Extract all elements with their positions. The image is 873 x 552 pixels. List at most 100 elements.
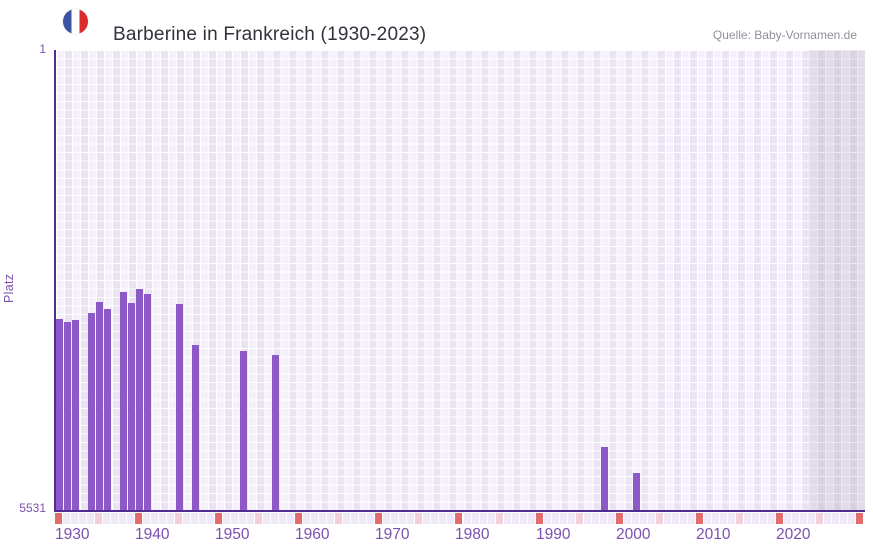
strip-cell-1994	[568, 513, 575, 524]
strip-cell-1959	[287, 513, 294, 524]
strip-cell-2002	[632, 513, 639, 524]
strip-cell-1945	[175, 513, 182, 524]
future-shade-region	[809, 50, 865, 510]
x-tick-1980: 1980	[455, 526, 490, 543]
x-tick-2020: 2020	[776, 526, 811, 543]
bar-1940[interactable]	[136, 289, 143, 510]
strip-cell-1976	[423, 513, 430, 524]
strip-cell-1961	[303, 513, 310, 524]
strip-cell-1996	[584, 513, 591, 524]
strip-cell-1970	[375, 513, 382, 524]
strip-cell-2017	[752, 513, 759, 524]
strip-cell-2006	[664, 513, 671, 524]
x-tick-1970: 1970	[375, 526, 410, 543]
strip-cell-1979	[447, 513, 454, 524]
strip-cell-2030	[856, 513, 863, 524]
bar-1934[interactable]	[88, 313, 95, 510]
strip-cell-1967	[351, 513, 358, 524]
strip-cell-1963	[319, 513, 326, 524]
bar-1947[interactable]	[192, 345, 199, 510]
x-axis-labels: 1930 1940 1950 1960 1970 1980 1990 2000 2010 2020	[0, 526, 873, 546]
plot-grid	[54, 50, 865, 512]
strip-cell-1999	[608, 513, 615, 524]
x-tick-1950: 1950	[215, 526, 250, 543]
bar-1941[interactable]	[144, 294, 151, 510]
strip-cell-1941	[143, 513, 150, 524]
strip-cell-1960	[295, 513, 302, 524]
strip-cell-1937	[111, 513, 118, 524]
x-tick-2010: 2010	[696, 526, 731, 543]
strip-cell-2027	[832, 513, 839, 524]
bar-1935[interactable]	[96, 302, 103, 510]
strip-cell-1940	[135, 513, 142, 524]
strip-cell-2008	[680, 513, 687, 524]
bar-1957[interactable]	[272, 355, 279, 510]
bar-1938[interactable]	[120, 292, 127, 510]
strip-cell-1938	[119, 513, 126, 524]
y-axis-title: Platz	[2, 273, 16, 303]
strip-cell-2022	[792, 513, 799, 524]
strip-cell-1983	[480, 513, 487, 524]
strip-cell-1930	[55, 513, 62, 524]
strip-cell-2023	[800, 513, 807, 524]
strip-cell-1956	[263, 513, 270, 524]
france-flag-icon	[63, 9, 88, 34]
strip-cell-1978	[439, 513, 446, 524]
strip-cell-2028	[840, 513, 847, 524]
strip-cell-1942	[151, 513, 158, 524]
bar-1939[interactable]	[128, 303, 135, 510]
strip-cell-2005	[656, 513, 663, 524]
strip-cell-1980	[455, 513, 462, 524]
strip-cell-1969	[367, 513, 374, 524]
strip-cell-1957	[271, 513, 278, 524]
bar-1930[interactable]	[56, 319, 63, 510]
strip-cell-2016	[744, 513, 751, 524]
x-tick-1960: 1960	[295, 526, 330, 543]
strip-cell-1950	[215, 513, 222, 524]
strip-cell-1988	[520, 513, 527, 524]
strip-cell-2020	[776, 513, 783, 524]
bar-1945[interactable]	[176, 304, 183, 510]
strip-cell-1992	[552, 513, 559, 524]
strip-cell-2019	[768, 513, 775, 524]
strip-cell-1964	[327, 513, 334, 524]
strip-cell-2009	[688, 513, 695, 524]
bar-1932[interactable]	[72, 320, 79, 510]
strip-cell-2007	[672, 513, 679, 524]
strip-cell-1934	[87, 513, 94, 524]
x-tick-1940: 1940	[135, 526, 170, 543]
strip-cell-2003	[640, 513, 647, 524]
strip-cell-1943	[159, 513, 166, 524]
strip-cell-1998	[600, 513, 607, 524]
bar-1931[interactable]	[64, 322, 71, 510]
strip-cell-1947	[191, 513, 198, 524]
strip-cell-1954	[247, 513, 254, 524]
strip-cell-1985	[496, 513, 503, 524]
strip-cell-1990	[536, 513, 543, 524]
bar-2002[interactable]	[633, 473, 640, 510]
bar-1936[interactable]	[104, 309, 111, 510]
strip-cell-2014	[728, 513, 735, 524]
strip-cell-2015	[736, 513, 743, 524]
strip-cell-1987	[512, 513, 519, 524]
strip-cell-1951	[223, 513, 230, 524]
bar-1953[interactable]	[240, 351, 247, 510]
x-tick-2000: 2000	[616, 526, 651, 543]
strip-cell-1982	[472, 513, 479, 524]
strip-cell-1997	[592, 513, 599, 524]
y-axis-top-label: 1	[39, 42, 46, 56]
strip-cell-2001	[624, 513, 631, 524]
strip-cell-2013	[720, 513, 727, 524]
strip-cell-1972	[391, 513, 398, 524]
strip-cell-1993	[560, 513, 567, 524]
strip-cell-2025	[816, 513, 823, 524]
strip-cell-1944	[167, 513, 174, 524]
strip-cell-2024	[808, 513, 815, 524]
bar-1998[interactable]	[601, 447, 608, 510]
strip-cell-1974	[407, 513, 414, 524]
x-tick-1990: 1990	[536, 526, 571, 543]
strip-cell-1981	[464, 513, 471, 524]
strip-cell-1952	[231, 513, 238, 524]
x-tick-1930: 1930	[55, 526, 90, 543]
